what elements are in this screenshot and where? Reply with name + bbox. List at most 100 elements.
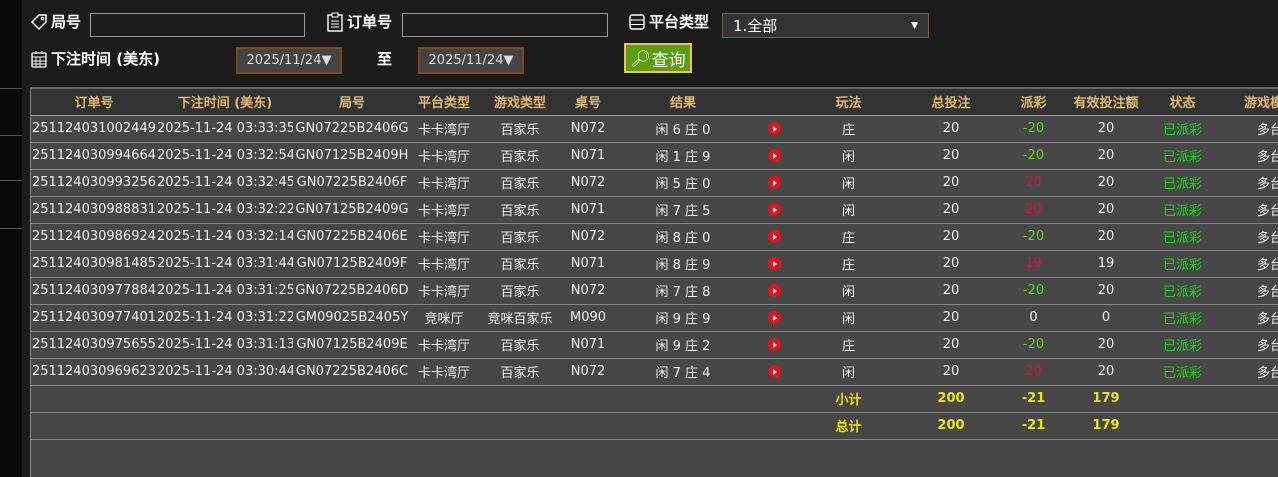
- result-cell: 闲 8 庄 0: [613, 223, 753, 251]
- order-id-cell: 251124031002449: [31, 115, 157, 143]
- table-id-cell: N072: [563, 115, 613, 143]
- bet-type-cell: 庄: [796, 250, 901, 278]
- play-video-icon[interactable]: [768, 311, 781, 324]
- total-bet-cell: 20: [901, 304, 1001, 332]
- bet-time-cell: 2025-11-24 03:31:25: [157, 277, 293, 305]
- play-video-icon[interactable]: [768, 257, 781, 270]
- table-row: 251124030981485 2025-11-24 03:31:44 GN0712…: [31, 250, 1278, 278]
- valid-bet-cell: 20: [1066, 115, 1146, 143]
- status-cell: 已派彩: [1146, 277, 1219, 305]
- table-id-cell: N072: [563, 358, 613, 386]
- bet-type-cell: 闲: [796, 169, 901, 197]
- orders-table: 订单号 下注时间 (美东) 局号 平台类型 游戏类型 桌号 结果 玩法 总投注 派彩 有效投注额 状态…: [30, 87, 1278, 477]
- game-type-cell: 百家乐: [477, 142, 563, 170]
- replay-cell[interactable]: [753, 250, 796, 278]
- query-button[interactable]: 🔎︎ 查询: [624, 43, 692, 73]
- status-cell: 已派彩: [1146, 358, 1219, 386]
- table-row: 251124030977401 2025-11-24 03:31:22 GM0902…: [31, 304, 1278, 332]
- round-id-cell: GN07125B2409G: [293, 196, 411, 224]
- play-video-icon[interactable]: [768, 338, 781, 351]
- game-type-cell: 百家乐: [477, 277, 563, 305]
- valid-bet-cell: 20: [1066, 142, 1146, 170]
- total-total-bet: 200: [901, 412, 1001, 440]
- round-id-cell: GN07225B2406G: [293, 115, 411, 143]
- replay-cell[interactable]: [753, 304, 796, 332]
- subtotal-row: 小计 200 -21 179: [31, 385, 1278, 413]
- empty-cell: [613, 412, 753, 440]
- table-id-cell: N071: [563, 331, 613, 359]
- bet-type-cell: 闲: [796, 196, 901, 224]
- bet-type-cell: 庄: [796, 223, 901, 251]
- replay-cell[interactable]: [753, 115, 796, 143]
- bet-time-cell: 2025-11-24 03:31:44: [157, 250, 293, 278]
- game-type-cell: 百家乐: [477, 331, 563, 359]
- platform-cell: 卡卡湾厅: [411, 115, 477, 143]
- tag-icon: [30, 13, 47, 30]
- payout-cell: -20: [1001, 115, 1066, 143]
- play-video-icon[interactable]: [768, 203, 781, 216]
- round-input[interactable]: [90, 13, 305, 37]
- replay-cell[interactable]: [753, 358, 796, 386]
- table-row: 251124030994664 2025-11-24 03:32:54 GN0712…: [31, 142, 1278, 170]
- replay-cell[interactable]: [753, 196, 796, 224]
- bet-time-cell: 2025-11-24 03:30:44: [157, 358, 293, 386]
- valid-bet-cell: 20: [1066, 277, 1146, 305]
- game-mode-cell: 多台: [1219, 331, 1278, 359]
- payout-cell: -20: [1001, 142, 1066, 170]
- column-header: 局号: [293, 89, 411, 116]
- order-label: 订单号: [326, 11, 392, 32]
- play-video-icon[interactable]: [768, 176, 781, 189]
- table-id-cell: N071: [563, 196, 613, 224]
- valid-bet-cell: 20: [1066, 169, 1146, 197]
- replay-cell[interactable]: [753, 142, 796, 170]
- total-bet-cell: 20: [901, 250, 1001, 278]
- empty-cell: [1219, 412, 1278, 440]
- valid-bet-cell: 0: [1066, 304, 1146, 332]
- game-type-cell: 百家乐: [477, 169, 563, 197]
- table-header: 订单号 下注时间 (美东) 局号 平台类型 游戏类型 桌号 结果 玩法 总投注 派彩 有效投注额 状态…: [31, 89, 1278, 116]
- order-id-cell: 251124030977401: [31, 304, 157, 332]
- valid-bet-cell: 20: [1066, 223, 1146, 251]
- subtotal-payout: -21: [1001, 385, 1066, 413]
- status-cell: 已派彩: [1146, 196, 1219, 224]
- valid-bet-cell: 20: [1066, 358, 1146, 386]
- bet-time-cell: 2025-11-24 03:33:35: [157, 115, 293, 143]
- payout-cell: 0: [1001, 304, 1066, 332]
- game-type-cell: 百家乐: [477, 115, 563, 143]
- platform-cell: 卡卡湾厅: [411, 196, 477, 224]
- total-label: 总计: [796, 412, 901, 440]
- replay-cell[interactable]: [753, 331, 796, 359]
- order-id-cell: 251124030981485: [31, 250, 157, 278]
- play-video-icon[interactable]: [768, 230, 781, 243]
- platform-cell: 卡卡湾厅: [411, 358, 477, 386]
- bet-type-cell: 庄: [796, 331, 901, 359]
- result-cell: 闲 9 庄 2: [613, 331, 753, 359]
- order-id-cell: 251124030988831: [31, 196, 157, 224]
- replay-cell[interactable]: [753, 223, 796, 251]
- play-video-icon[interactable]: [768, 122, 781, 135]
- empty-cell: [31, 412, 157, 440]
- order-input[interactable]: [402, 13, 608, 37]
- empty-cell: [293, 412, 411, 440]
- column-header: 玩法: [796, 89, 901, 116]
- table-id-cell: N072: [563, 277, 613, 305]
- replay-cell[interactable]: [753, 277, 796, 305]
- platform-cell: 卡卡湾厅: [411, 277, 477, 305]
- table-row: 251124030993256 2025-11-24 03:32:45 GN0722…: [31, 169, 1278, 197]
- table-id-cell: N072: [563, 169, 613, 197]
- date-from-picker[interactable]: 2025/11/24▼: [236, 47, 342, 74]
- total-bet-cell: 20: [901, 142, 1001, 170]
- order-id-cell: 251124030986924: [31, 223, 157, 251]
- play-video-icon[interactable]: [768, 365, 781, 378]
- play-video-icon[interactable]: [768, 149, 781, 162]
- payout-cell: 20: [1001, 169, 1066, 197]
- status-cell: 已派彩: [1146, 304, 1219, 332]
- total-bet-cell: 20: [901, 169, 1001, 197]
- play-video-icon[interactable]: [768, 284, 781, 297]
- status-cell: 已派彩: [1146, 169, 1219, 197]
- date-to-picker[interactable]: 2025/11/24▼: [418, 47, 524, 74]
- list-icon: [629, 13, 645, 30]
- replay-cell[interactable]: [753, 169, 796, 197]
- platform-select[interactable]: 1.全部 ▼: [722, 13, 929, 38]
- game-mode-cell: 多台: [1219, 223, 1278, 251]
